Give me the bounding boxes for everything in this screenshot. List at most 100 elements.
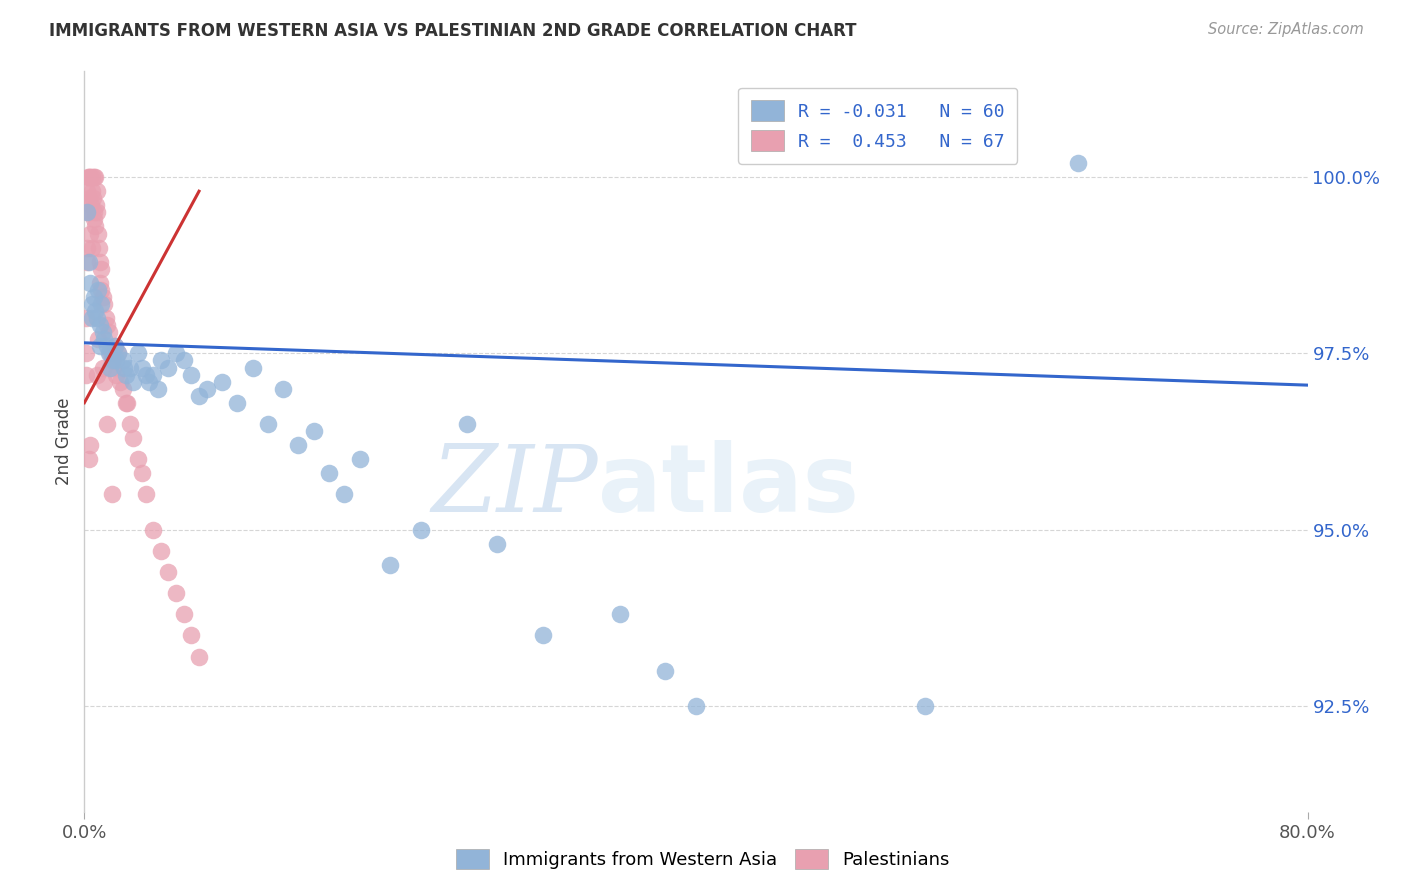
Point — [1067, 156, 1090, 170]
Point — [456, 417, 478, 431]
Point — [157, 565, 180, 579]
Point — [101, 353, 124, 368]
Point — [157, 360, 180, 375]
Point — [127, 346, 149, 360]
Point — [87, 227, 110, 241]
Point — [226, 396, 249, 410]
Point — [103, 353, 125, 368]
Point — [180, 368, 202, 382]
Point — [105, 353, 128, 368]
Point — [271, 382, 294, 396]
Point — [83, 212, 105, 227]
Point — [96, 417, 118, 431]
Point — [93, 332, 115, 346]
Point — [96, 318, 118, 333]
Point — [105, 368, 128, 382]
Point — [531, 628, 554, 642]
Point — [135, 368, 157, 382]
Point — [94, 311, 117, 326]
Point — [104, 339, 127, 353]
Point — [75, 346, 97, 360]
Point — [79, 227, 101, 241]
Point — [111, 382, 134, 396]
Point — [79, 205, 101, 219]
Point — [142, 523, 165, 537]
Text: ZIP: ZIP — [432, 441, 598, 531]
Point — [91, 360, 114, 375]
Point — [120, 360, 142, 375]
Point — [318, 467, 340, 481]
Point — [96, 339, 118, 353]
Point — [142, 368, 165, 382]
Legend: Immigrants from Western Asia, Palestinians: Immigrants from Western Asia, Palestinia… — [447, 839, 959, 879]
Point — [76, 205, 98, 219]
Point — [349, 452, 371, 467]
Point — [79, 276, 101, 290]
Point — [103, 360, 125, 375]
Point — [91, 325, 114, 339]
Point — [76, 205, 98, 219]
Point — [112, 360, 135, 375]
Point — [80, 297, 103, 311]
Point — [93, 297, 115, 311]
Point — [87, 241, 110, 255]
Point — [914, 698, 936, 713]
Point — [135, 487, 157, 501]
Point — [90, 283, 112, 297]
Point — [333, 487, 356, 501]
Point — [257, 417, 280, 431]
Point — [104, 339, 127, 353]
Point — [77, 254, 100, 268]
Point — [89, 318, 111, 333]
Point — [75, 368, 97, 382]
Point — [122, 431, 145, 445]
Point — [114, 396, 136, 410]
Point — [114, 368, 136, 382]
Point — [302, 424, 325, 438]
Point — [173, 353, 195, 368]
Point — [76, 241, 98, 255]
Point — [77, 452, 100, 467]
Point — [86, 311, 108, 326]
Point — [98, 346, 121, 360]
Point — [173, 607, 195, 622]
Point — [80, 170, 103, 185]
Point — [97, 346, 120, 360]
Point — [90, 297, 112, 311]
Text: IMMIGRANTS FROM WESTERN ASIA VS PALESTINIAN 2ND GRADE CORRELATION CHART: IMMIGRANTS FROM WESTERN ASIA VS PALESTIN… — [49, 22, 856, 40]
Point — [101, 487, 124, 501]
Point — [149, 544, 172, 558]
Point — [80, 198, 103, 212]
Point — [83, 290, 105, 304]
Point — [89, 254, 111, 268]
Point — [89, 339, 111, 353]
Point — [82, 191, 104, 205]
Point — [111, 353, 134, 368]
Text: atlas: atlas — [598, 440, 859, 532]
Point — [84, 198, 107, 212]
Point — [131, 467, 153, 481]
Point — [409, 523, 432, 537]
Point — [108, 375, 131, 389]
Point — [75, 311, 97, 326]
Point — [188, 389, 211, 403]
Point — [84, 304, 107, 318]
Point — [93, 375, 115, 389]
Point — [77, 191, 100, 205]
Point — [76, 184, 98, 198]
Point — [165, 346, 187, 360]
Point — [486, 537, 509, 551]
Point — [89, 276, 111, 290]
Point — [242, 360, 264, 375]
Point — [146, 382, 169, 396]
Point — [80, 184, 103, 198]
Point — [76, 254, 98, 268]
Point — [87, 283, 110, 297]
Legend: R = -0.031   N = 60, R =  0.453   N = 67: R = -0.031 N = 60, R = 0.453 N = 67 — [738, 87, 1017, 164]
Point — [380, 558, 402, 572]
Point — [107, 346, 129, 360]
Point — [79, 438, 101, 452]
Point — [97, 325, 120, 339]
Point — [654, 664, 676, 678]
Point — [77, 170, 100, 185]
